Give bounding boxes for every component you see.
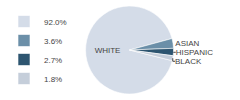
svg-text:ASIAN: ASIAN [175, 39, 199, 48]
svg-text:HISPANIC: HISPANIC [176, 48, 213, 57]
svg-text:BLACK: BLACK [175, 57, 202, 66]
svg-text:WHITE: WHITE [95, 46, 121, 55]
svg-text:2.7%: 2.7% [44, 56, 62, 65]
svg-text:3.6%: 3.6% [44, 37, 62, 46]
svg-text:92.0%: 92.0% [44, 18, 67, 27]
svg-text:1.8%: 1.8% [44, 75, 62, 84]
